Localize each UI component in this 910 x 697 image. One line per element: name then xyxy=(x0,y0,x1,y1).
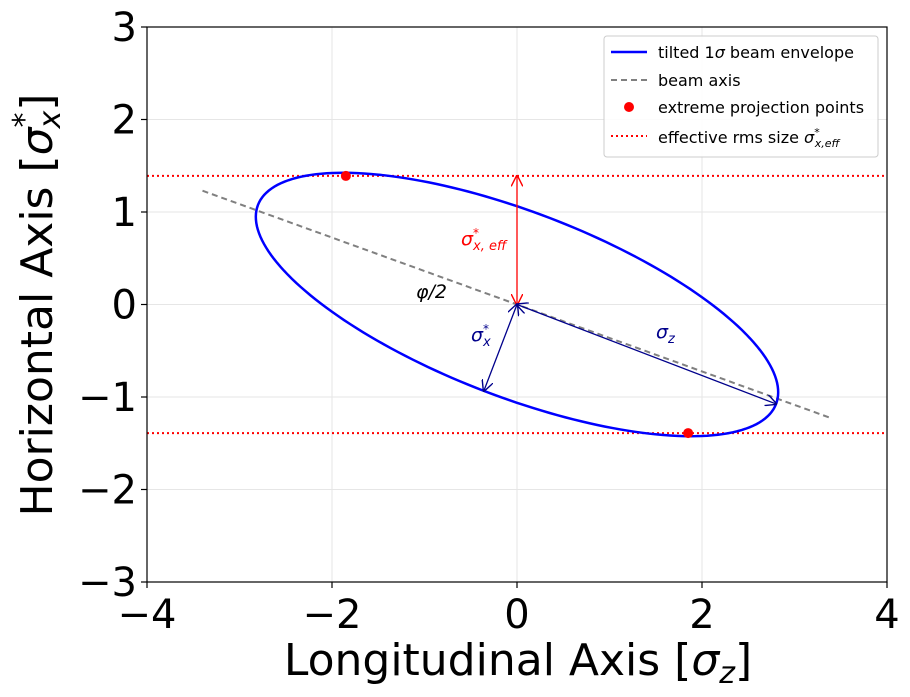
sigma-x-label: σ* x xyxy=(471,322,491,350)
x-tick-label-4: 4 xyxy=(874,592,899,638)
sigma-x-eff-label: σ* x, eff xyxy=(461,226,508,254)
legend-box xyxy=(603,35,879,158)
legend: tilted 1σ beam envelope beam axis extrem… xyxy=(603,35,879,158)
legend-points-label: extreme projection points xyxy=(658,98,864,117)
y-tick-label-5: 2 xyxy=(112,98,137,144)
extreme-point-right xyxy=(683,428,694,439)
sigma-z-label: σz xyxy=(656,321,676,347)
sigma-z-arrow xyxy=(517,305,776,404)
x-axis: −4 −2 0 2 4 xyxy=(118,582,900,638)
y-axis: −3 −2 −1 0 1 2 3 xyxy=(78,5,147,606)
x-tick-label-2: 0 xyxy=(504,592,529,638)
y-tick-label-2: −1 xyxy=(78,375,137,421)
x-tick-label-0: −4 xyxy=(118,592,177,638)
x-tick-label-3: 2 xyxy=(689,592,714,638)
legend-envelope-label: tilted 1σ beam envelope xyxy=(658,43,854,62)
x-axis-title: Longitudinal Axis [σz] xyxy=(284,635,752,691)
sigma-x-arrow xyxy=(484,305,517,391)
y-tick-label-3: 0 xyxy=(112,283,137,329)
y-axis-title: Horizontal Axis [σ*x] xyxy=(7,94,68,517)
y-tick-label-4: 1 xyxy=(112,190,137,236)
x-tick-label-1: −2 xyxy=(303,592,362,638)
y-tick-label-1: −2 xyxy=(78,468,137,514)
y-tick-label-0: −3 xyxy=(78,560,137,606)
y-tick-label-6: 3 xyxy=(112,5,137,51)
beam-envelope-ellipse xyxy=(254,171,780,438)
legend-points-swatch xyxy=(624,102,634,112)
extreme-point-left xyxy=(340,170,351,181)
phi-half-label: φ/2 xyxy=(416,281,447,303)
legend-rms-label: effective rms size σ* x,eff xyxy=(658,126,840,150)
legend-axis-label: beam axis xyxy=(658,71,741,90)
